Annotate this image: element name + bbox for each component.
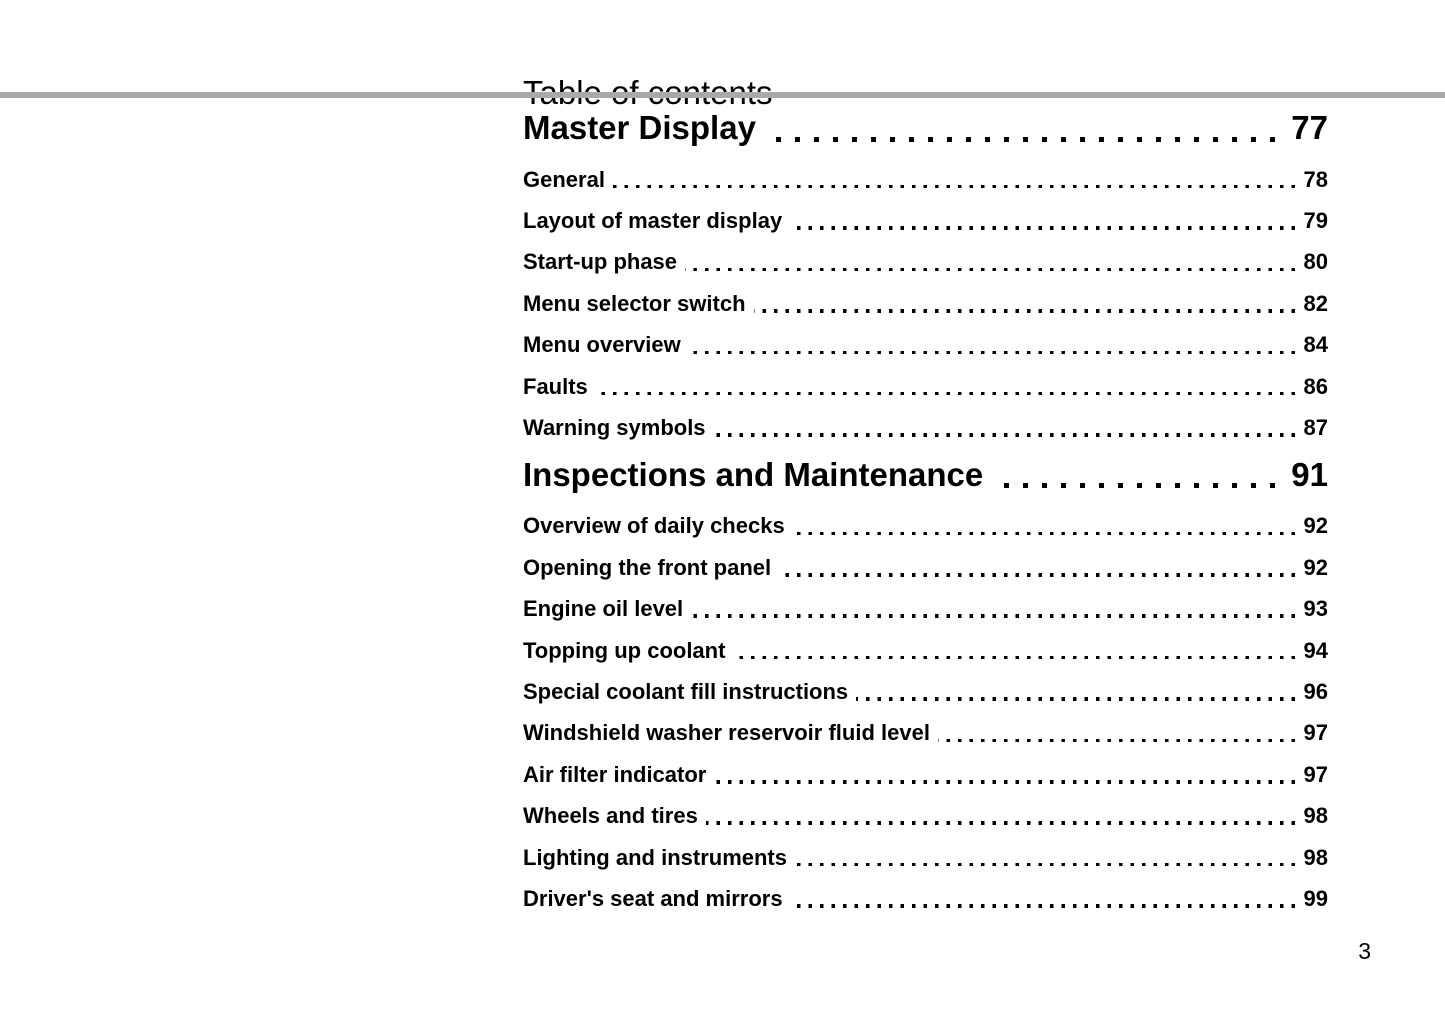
toc-entry[interactable]: General 78 [523, 159, 1328, 200]
toc-entry-label: Topping up coolant [523, 637, 726, 663]
toc-entry[interactable]: Lighting and instruments 98 [523, 837, 1328, 878]
toc-entry-page-number: 99 [1303, 885, 1328, 911]
toc-entry-label: Air filter indicator [523, 761, 707, 787]
toc-entry-label: Warning symbols [523, 415, 706, 441]
dot-leader [767, 136, 1276, 142]
toc-entry-page-number: 92 [1303, 554, 1328, 580]
toc-entry[interactable]: Air filter indicator 97 [523, 754, 1328, 795]
toc-heading-page-number: 91 [1291, 455, 1328, 493]
dot-leader [753, 309, 1295, 313]
toc-section-entries: Overview of daily checks 92 Opening the … [523, 506, 1328, 920]
toc-entry[interactable]: Overview of daily checks 92 [523, 506, 1328, 547]
header-divider [0, 92, 1445, 98]
toc-heading-label: Master Display [523, 109, 756, 146]
toc-entry-label: Start-up phase [523, 249, 678, 275]
toc-section-heading[interactable]: Inspections and Maintenance 91 [523, 449, 1328, 501]
toc-entry-label: Overview of daily checks [523, 513, 785, 539]
dot-leader [733, 655, 1295, 660]
toc-entry[interactable]: Menu overview 84 [523, 325, 1328, 366]
dot-leader [612, 184, 1295, 189]
toc-entry-page-number: 80 [1303, 249, 1328, 275]
page-number: 3 [1358, 938, 1371, 964]
dot-leader [790, 226, 1295, 230]
toc-entry[interactable]: Menu selector switch 82 [523, 283, 1328, 324]
toc-entry-page-number: 97 [1303, 720, 1328, 746]
toc-section: Inspections and Maintenance 91 Overview … [523, 449, 1328, 920]
toc-entry-page-number: 94 [1303, 637, 1328, 663]
toc-entry-label: Menu overview [523, 332, 681, 358]
toc-entry-page-number: 93 [1303, 596, 1328, 622]
dot-leader [688, 350, 1295, 354]
toc-entry[interactable]: Warning symbols 87 [523, 407, 1328, 448]
toc-entry[interactable]: Layout of master display 79 [523, 200, 1328, 241]
toc-entry[interactable]: Engine oil level 93 [523, 589, 1328, 630]
toc-entry[interactable]: Wheels and tires 98 [523, 795, 1328, 836]
dot-leader [995, 483, 1276, 489]
toc-entry-label: Lighting and instruments [523, 844, 787, 870]
toc-entry-label: Special coolant fill instructions [523, 678, 849, 704]
toc-heading-label: Inspections and Maintenance [523, 455, 984, 493]
toc-entry[interactable]: Windshield washer reservoir fluid level … [523, 713, 1328, 754]
toc-entry-page-number: 78 [1303, 166, 1328, 192]
dot-leader [713, 433, 1295, 437]
dot-leader [937, 738, 1295, 743]
toc-entry-page-number: 82 [1303, 290, 1328, 316]
dot-leader [685, 267, 1295, 272]
toc-entry-label: General [523, 166, 605, 192]
dot-leader [691, 614, 1295, 618]
toc-entry-page-number: 87 [1303, 415, 1328, 441]
toc-entry[interactable]: Topping up coolant 94 [523, 630, 1328, 671]
dot-leader [790, 904, 1295, 908]
toc-section-heading[interactable]: Master Display 77 [523, 102, 1328, 154]
dot-leader [792, 531, 1295, 536]
toc-entry[interactable]: Faults 86 [523, 366, 1328, 407]
dot-leader [714, 780, 1295, 784]
dot-leader [595, 391, 1295, 396]
toc-entry-page-number: 79 [1303, 208, 1328, 234]
dot-leader [705, 821, 1295, 825]
toc-entry-label: Menu selector switch [523, 290, 746, 316]
toc-entry-page-number: 96 [1303, 678, 1328, 704]
dot-leader [779, 573, 1295, 577]
toc-entry-label: Driver's seat and mirrors [523, 885, 783, 911]
toc-entry-label: Faults [523, 373, 588, 399]
toc-entry[interactable]: Driver's seat and mirrors 99 [523, 878, 1328, 919]
toc-entry-page-number: 98 [1303, 803, 1328, 829]
table-of-contents: Master Display 77 General 78 Layout of m… [523, 98, 1328, 920]
toc-entry-label: Engine oil level [523, 596, 684, 622]
toc-entry-label: Layout of master display [523, 208, 783, 234]
toc-section: Master Display 77 General 78 Layout of m… [523, 102, 1328, 449]
toc-entry-page-number: 84 [1303, 332, 1328, 358]
toc-entry-label: Opening the front panel [523, 554, 772, 580]
toc-entry-page-number: 98 [1303, 844, 1328, 870]
toc-entry-page-number: 92 [1303, 513, 1328, 539]
toc-entry[interactable]: Start-up phase 80 [523, 242, 1328, 283]
toc-section-entries: General 78 Layout of master display 79 S… [523, 159, 1328, 449]
toc-heading-page-number: 77 [1291, 109, 1328, 146]
toc-entry[interactable]: Opening the front panel 92 [523, 547, 1328, 588]
toc-entry-page-number: 86 [1303, 373, 1328, 399]
toc-entry[interactable]: Special coolant fill instructions 96 [523, 671, 1328, 712]
toc-entry-label: Windshield washer reservoir fluid level [523, 720, 930, 746]
dot-leader [795, 862, 1295, 867]
toc-entry-label: Wheels and tires [523, 803, 698, 829]
toc-entry-page-number: 97 [1303, 761, 1328, 787]
dot-leader [856, 697, 1295, 701]
